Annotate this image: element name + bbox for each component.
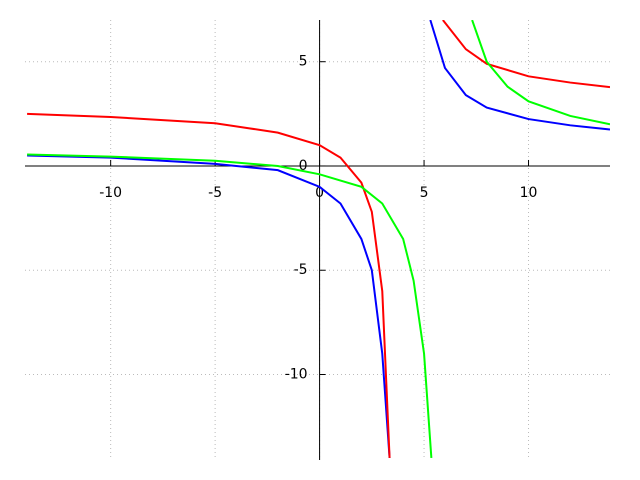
x-tick-label: -10 [99, 185, 122, 201]
x-tick-label: 10 [520, 185, 538, 201]
line [471, 20, 610, 126]
y-tick-label: 0 [299, 158, 308, 174]
line [429, 20, 610, 131]
x-tick-label: 5 [420, 185, 429, 201]
x-tick-label: 0 [315, 185, 324, 201]
y-tick-label: 5 [299, 54, 308, 70]
y-tick-label: -5 [294, 262, 308, 278]
y-tick-label: -10 [285, 367, 308, 383]
x-tick-label: -5 [208, 185, 222, 201]
line [442, 20, 610, 89]
line [27, 112, 391, 458]
line [27, 154, 391, 458]
line [27, 153, 433, 458]
